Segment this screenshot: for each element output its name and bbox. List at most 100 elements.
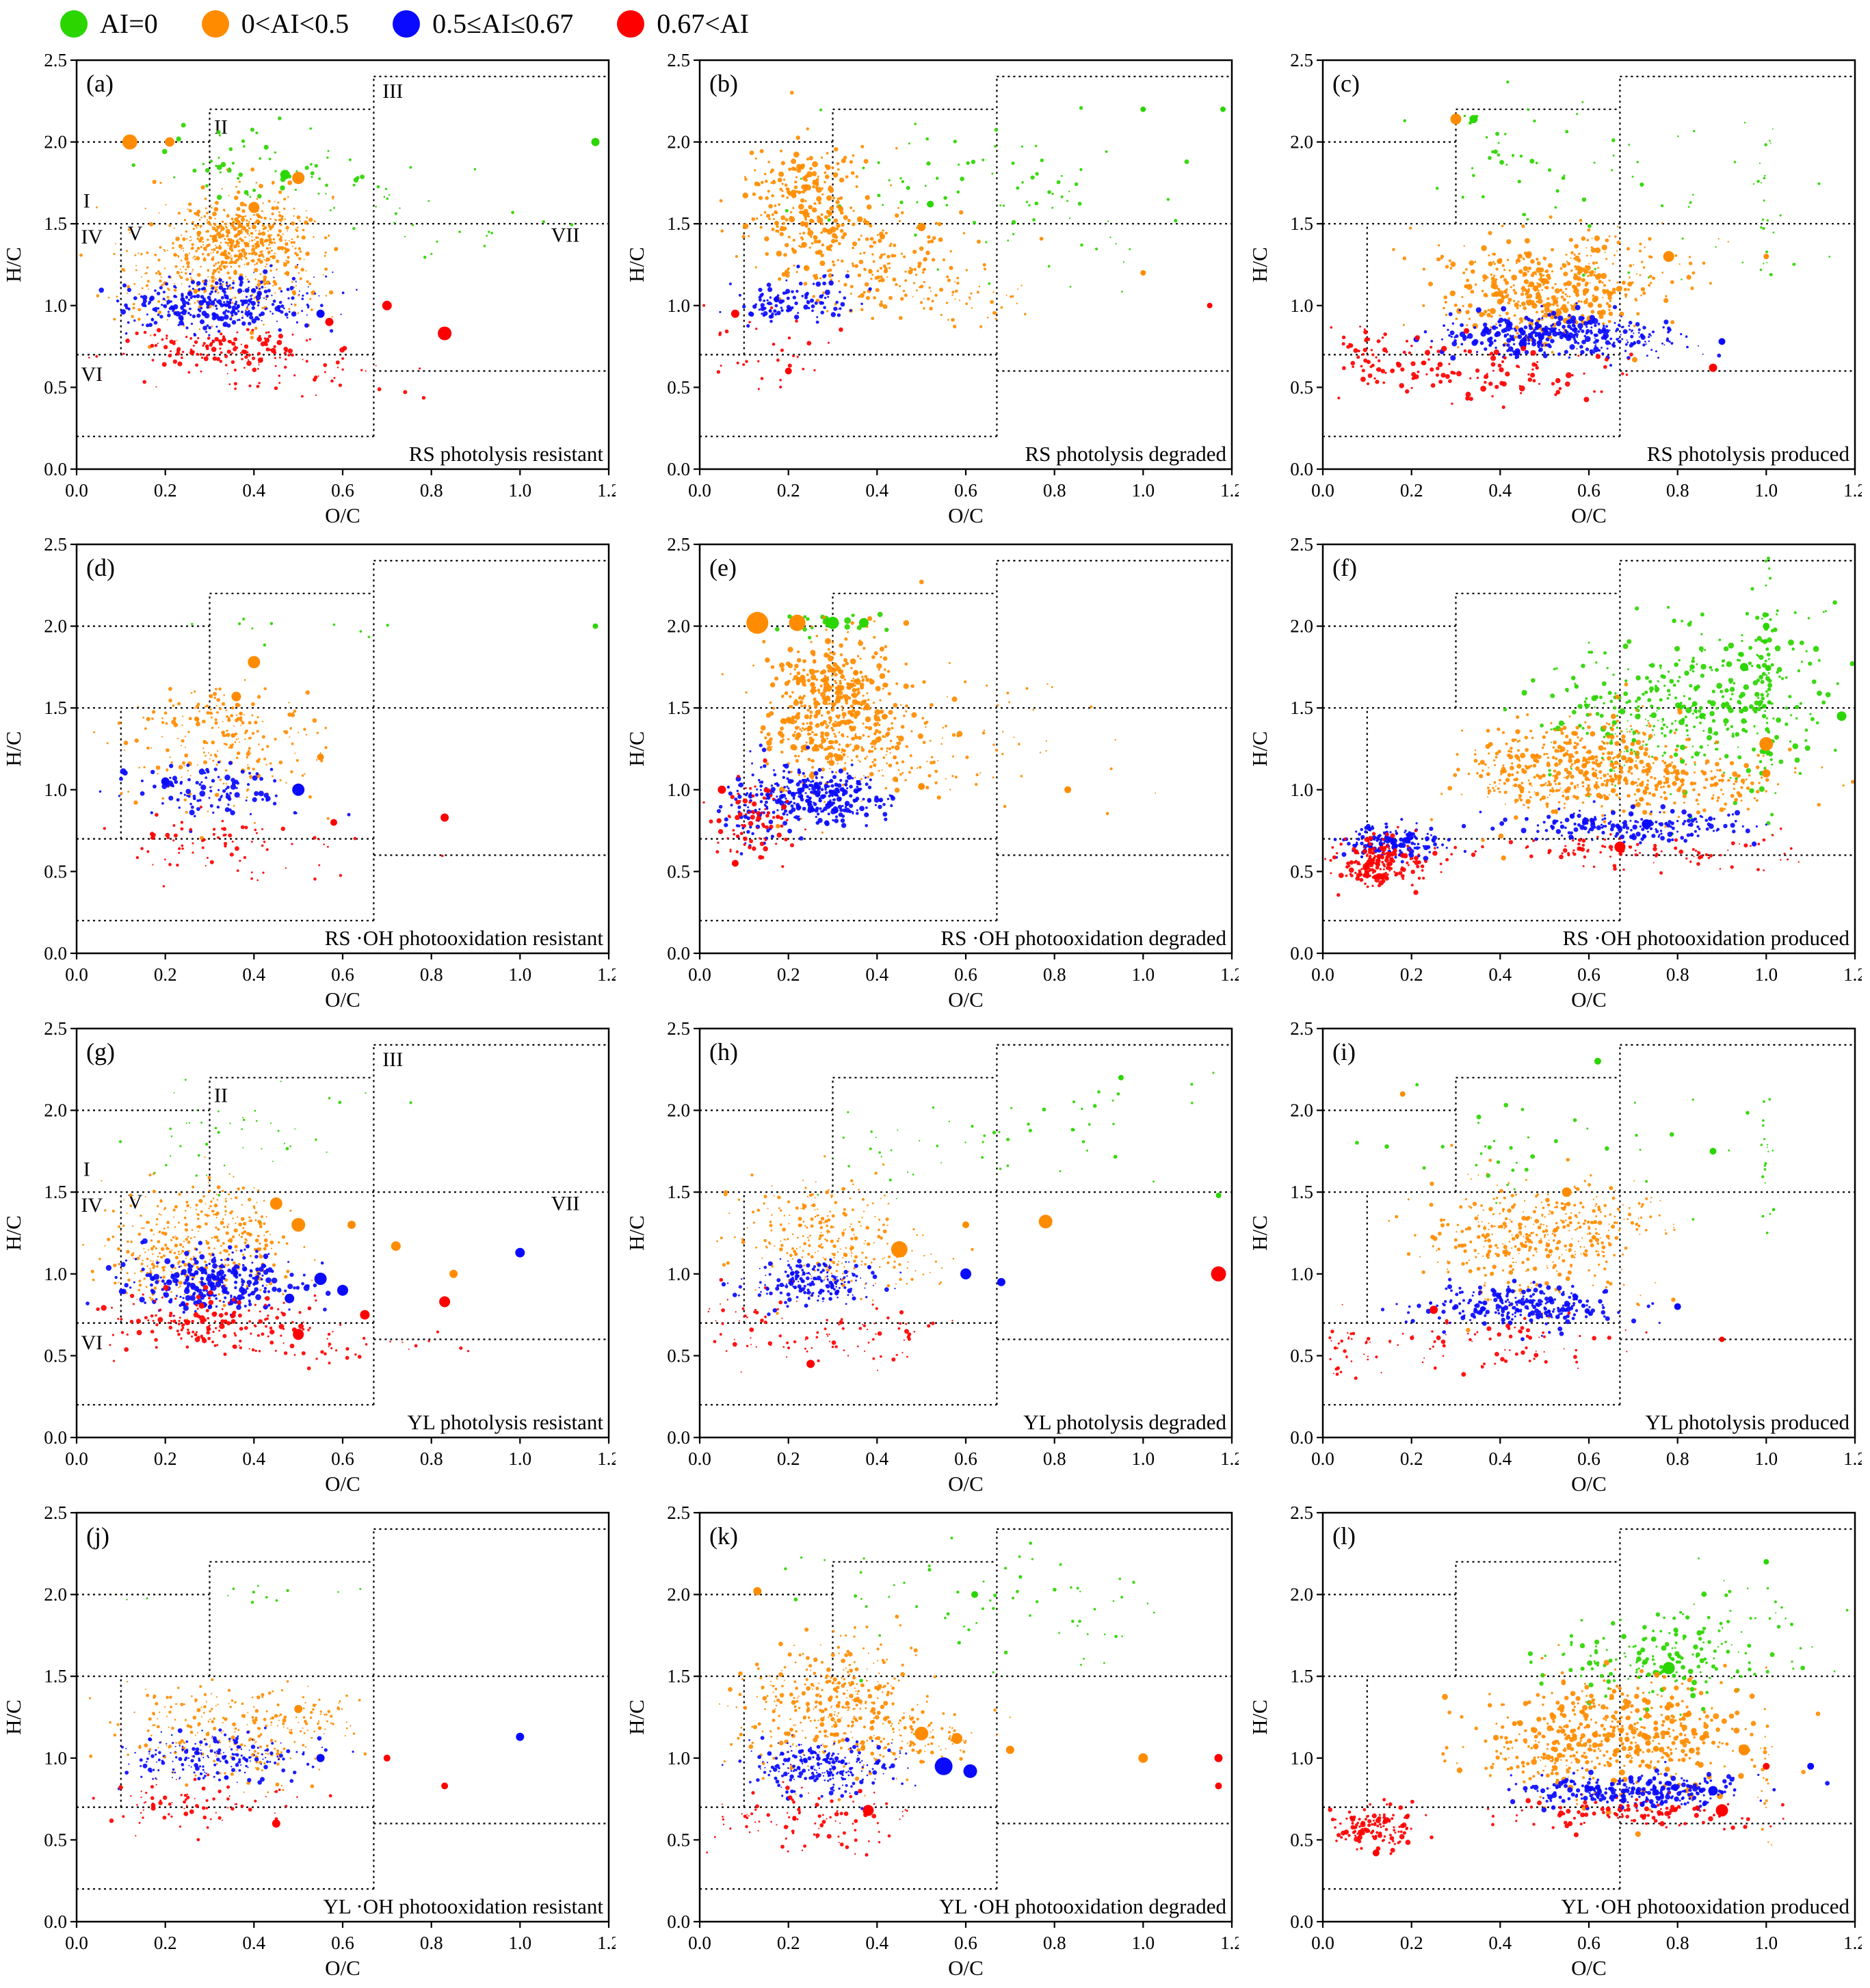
y-tick-label: 0.0 <box>1290 1911 1313 1932</box>
x-tick-label: 1.0 <box>1754 964 1778 985</box>
x-tick-label: 0.0 <box>65 480 88 501</box>
y-tick-label: 2.0 <box>667 1100 690 1121</box>
x-tick-label: 0.6 <box>1577 1448 1601 1469</box>
legend-label: 0.5≤AI≤0.67 <box>432 10 573 38</box>
y-tick-label: 0.5 <box>667 861 690 882</box>
x-tick-label: 1.2 <box>1220 480 1239 501</box>
x-tick-label: 0.0 <box>65 964 88 985</box>
y-tick-label: 1.5 <box>667 1182 690 1202</box>
x-tick-label: 0.4 <box>865 1933 888 1953</box>
x-axis-label: O/C <box>1571 988 1607 1011</box>
y-axis-label: H/C <box>1 731 25 767</box>
x-tick-label: 0.8 <box>420 480 443 501</box>
x-tick-label: 0.2 <box>1400 964 1423 985</box>
x-tick-label: 0.8 <box>1666 480 1689 501</box>
panel-g-plot: IIIIIIIVVVIVII0.00.20.40.60.81.01.20.00.… <box>0 1016 616 1500</box>
panel-h-plot: 0.00.20.40.60.81.01.20.00.51.01.52.02.5O… <box>623 1016 1239 1500</box>
region-label: V <box>128 222 143 245</box>
panel-k-plot: 0.00.20.40.60.81.01.20.00.51.01.52.02.5O… <box>623 1500 1239 1985</box>
y-tick-label: 1.0 <box>1290 1748 1313 1768</box>
x-tick-label: 0.4 <box>242 964 265 985</box>
blue-circle-icon <box>393 10 420 38</box>
x-tick-label: 0.8 <box>1043 1933 1066 1953</box>
y-tick-label: 0.5 <box>44 1345 67 1366</box>
x-tick-label: 0.0 <box>688 1933 711 1953</box>
x-tick-label: 1.0 <box>1754 1933 1778 1953</box>
panel-letter: (i) <box>1332 1038 1356 1065</box>
x-axis-label: O/C <box>1571 503 1607 527</box>
x-tick-label: 0.4 <box>865 964 888 985</box>
x-tick-label: 1.0 <box>508 964 531 985</box>
panel-e-plot: 0.00.20.40.60.81.01.20.00.51.01.52.02.5O… <box>623 532 1239 1016</box>
y-tick-label: 0.5 <box>44 861 67 882</box>
y-axis-label: H/C <box>624 1215 648 1251</box>
plot-frame <box>77 1513 609 1922</box>
orange-circle-icon <box>202 10 229 38</box>
panel-letter: (l) <box>1332 1522 1356 1550</box>
x-tick-label: 1.2 <box>1220 964 1239 985</box>
x-tick-label: 0.2 <box>154 1448 177 1469</box>
y-tick-label: 0.0 <box>1290 943 1313 964</box>
y-axis-label: H/C <box>1 1215 25 1251</box>
x-tick-label: 0.8 <box>1043 964 1066 985</box>
y-tick-label: 2.0 <box>667 616 690 637</box>
y-axis-label: H/C <box>624 731 648 767</box>
plot-frame <box>1323 1513 1855 1922</box>
scatter-points <box>702 91 1226 390</box>
x-tick-label: 1.2 <box>1843 480 1862 501</box>
x-tick-label: 1.2 <box>1220 1448 1239 1469</box>
y-tick-label: 0.5 <box>667 1829 690 1850</box>
panel-letter: (f) <box>1332 554 1357 581</box>
region-label: IV <box>81 226 103 248</box>
legend-label: 0.67<AI <box>657 10 749 38</box>
x-tick-label: 0.2 <box>154 964 177 985</box>
y-tick-label: 0.5 <box>1290 861 1313 882</box>
x-axis-label: O/C <box>948 1472 984 1496</box>
panel-letter: (g) <box>86 1038 115 1065</box>
legend-item-ai-low: 0<AI<0.5 <box>202 10 349 38</box>
scatter-points <box>79 116 599 399</box>
plot-frame <box>77 60 609 469</box>
region-label: I <box>83 189 90 212</box>
panel-caption: RS ·OH photooxidation degraded <box>940 926 1226 950</box>
y-tick-label: 1.0 <box>44 780 67 800</box>
y-axis-label: H/C <box>624 247 648 282</box>
y-tick-label: 2.5 <box>44 1018 67 1039</box>
x-tick-label: 0.6 <box>331 964 354 985</box>
panel-d: 0.00.20.40.60.81.01.20.00.51.01.52.02.5O… <box>0 532 616 1016</box>
panel-grid: IIIIIIIVVVIVII0.00.20.40.60.81.01.20.00.… <box>0 48 1870 1985</box>
x-axis-label: O/C <box>325 988 360 1011</box>
plot-frame <box>77 1029 609 1437</box>
y-tick-label: 1.0 <box>667 1264 690 1284</box>
y-tick-label: 0.5 <box>667 1345 690 1366</box>
x-tick-label: 0.8 <box>1666 1448 1689 1469</box>
scatter-points <box>702 580 1156 869</box>
x-tick-label: 0.6 <box>1577 480 1601 501</box>
x-tick-label: 0.4 <box>1488 480 1512 501</box>
y-tick-label: 2.5 <box>667 50 690 70</box>
x-tick-label: 0.4 <box>242 1448 265 1469</box>
y-tick-label: 0.0 <box>44 943 67 964</box>
x-tick-label: 0.2 <box>777 1448 800 1469</box>
plot-frame <box>77 544 609 953</box>
y-tick-label: 0.5 <box>1290 377 1313 397</box>
y-tick-label: 0.0 <box>44 1427 67 1448</box>
scatter-points <box>89 1585 524 1842</box>
x-axis-label: O/C <box>325 503 360 527</box>
x-tick-label: 0.0 <box>688 964 711 985</box>
x-tick-label: 1.2 <box>1220 1933 1239 1953</box>
y-tick-label: 2.0 <box>1290 132 1313 153</box>
scatter-points <box>82 1078 525 1370</box>
y-tick-label: 1.5 <box>1290 213 1313 234</box>
legend: AI=0 0<AI<0.5 0.5≤AI≤0.67 0.67<AI <box>0 0 1870 48</box>
y-tick-label: 2.5 <box>1290 1502 1313 1523</box>
panel-caption: YL photolysis produced <box>1646 1410 1850 1434</box>
y-tick-label: 2.5 <box>667 534 690 555</box>
y-tick-label: 2.0 <box>1290 1100 1313 1121</box>
x-tick-label: 1.2 <box>1843 1933 1862 1953</box>
x-tick-label: 1.2 <box>597 480 616 501</box>
x-tick-label: 1.2 <box>1843 964 1862 985</box>
region-label: IV <box>81 1194 103 1217</box>
x-axis-label: O/C <box>1571 1472 1607 1496</box>
region-label: II <box>214 1085 228 1107</box>
